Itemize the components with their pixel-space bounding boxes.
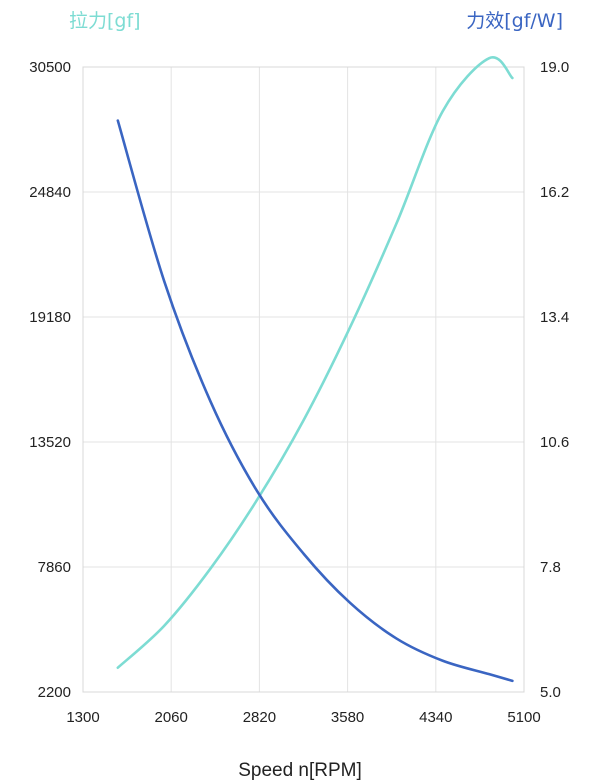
plot-frame (82, 66, 525, 693)
x-tick-label: 5100 (507, 709, 540, 726)
y-right-tick-label: 13.4 (540, 309, 569, 326)
x-tick-label: 2060 (155, 709, 188, 726)
y-left-tick-label: 7860 (38, 559, 71, 576)
y-left-tick-label: 2200 (38, 684, 71, 701)
grid-lines (82, 66, 525, 693)
y-left-tick-label: 24840 (29, 184, 71, 201)
x-tick-label: 3580 (331, 709, 364, 726)
x-tick-label: 4340 (419, 709, 452, 726)
y-right-tick-label: 7.8 (540, 559, 561, 576)
x-tick-label: 1300 (66, 709, 99, 726)
y-left-tick-label: 30500 (29, 59, 71, 76)
series-line-thrust (116, 56, 514, 670)
y-right-tick-label: 10.6 (540, 434, 569, 451)
x-tick-label: 2820 (243, 709, 276, 726)
y-left-tick-label: 13520 (29, 434, 71, 451)
tick-labels: 1300 2060 2820 3580 4340 5100 2200 7860 13520 191… (29, 59, 569, 726)
y-left-tick-label: 19180 (29, 309, 71, 326)
y-axis-left-label: 拉力[gf] (69, 10, 141, 32)
x-axis-label: Speed n[RPM] (238, 760, 362, 781)
series-line-efficiency (116, 119, 514, 683)
series-layer (116, 56, 514, 683)
y-right-tick-label: 19.0 (540, 59, 569, 76)
y-axis-right-label: 力效[gf/W] (466, 10, 563, 32)
y-right-tick-label: 5.0 (540, 684, 561, 701)
y-right-tick-label: 16.2 (540, 184, 569, 201)
